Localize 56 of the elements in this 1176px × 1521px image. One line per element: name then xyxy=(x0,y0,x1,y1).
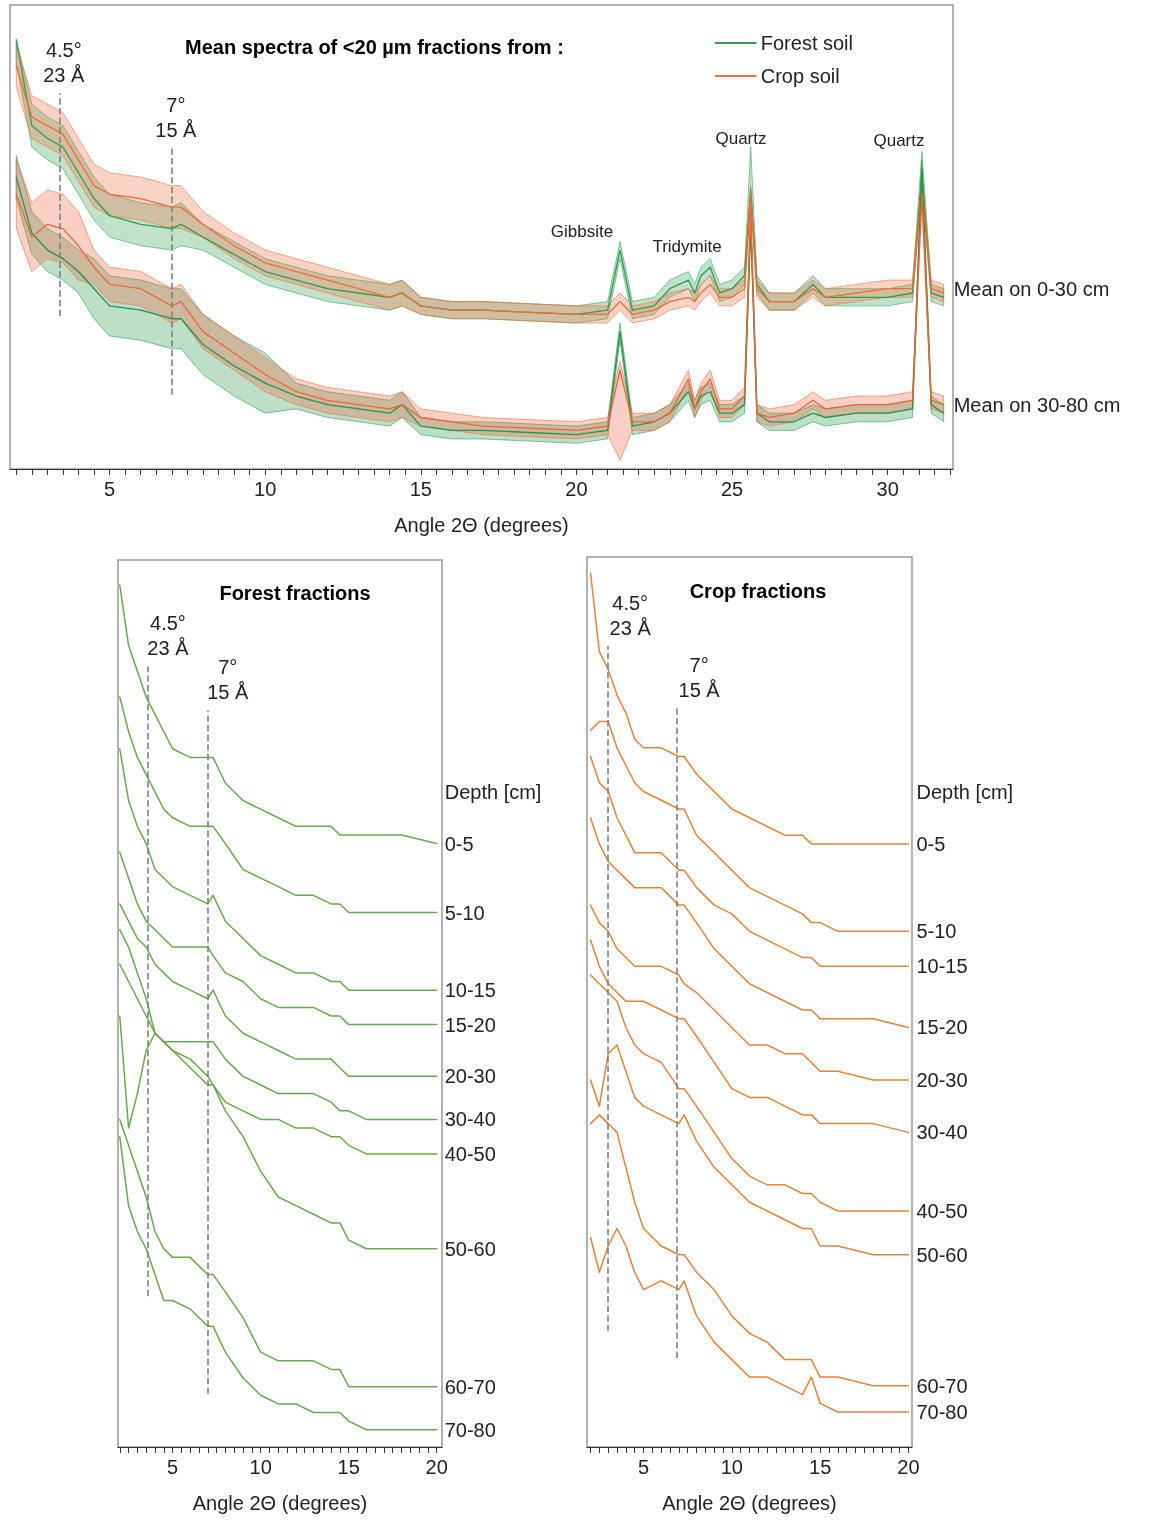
series-label: 10-15 xyxy=(444,979,496,1002)
x-tick-label: 15 xyxy=(337,1456,360,1478)
x-tick-label: 20 xyxy=(565,478,588,500)
ref-line-label: 4.5° 23 Å xyxy=(43,38,86,86)
ref-line-label: 4.5° 23 Å xyxy=(609,591,652,639)
chart-title: Forest fractions xyxy=(219,582,371,604)
series-label: 15-20 xyxy=(916,1016,968,1039)
chart-title: Mean spectra of <20 µm fractions from : xyxy=(185,36,564,58)
x-axis-title: Angle 2Θ (degrees) xyxy=(394,514,569,536)
series-label: 0-5 xyxy=(916,832,946,855)
series-label: 5-10 xyxy=(916,920,957,943)
x-tick-label: 20 xyxy=(425,1456,448,1478)
x-tick-label: 5 xyxy=(167,1456,179,1478)
annotation: Mean on 0-30 cm xyxy=(953,277,1110,300)
series-label: 40-50 xyxy=(916,1200,968,1223)
annotation: Quartz xyxy=(873,130,925,150)
series-label: 0-5 xyxy=(444,832,474,855)
series-label: 30-40 xyxy=(916,1121,968,1144)
x-tick-label: 15 xyxy=(809,1456,832,1478)
x-axis-title: Angle 2Θ (degrees) xyxy=(192,1492,368,1514)
x-tick-label: 10 xyxy=(254,478,277,500)
x-tick-label: 30 xyxy=(876,478,899,500)
series-label: 40-50 xyxy=(444,1142,496,1165)
series-label: 10-15 xyxy=(916,955,968,978)
series-label: 50-60 xyxy=(444,1237,496,1260)
x-tick-label: 20 xyxy=(897,1456,920,1478)
x-tick-label: 10 xyxy=(720,1456,743,1478)
x-tick-label: 5 xyxy=(104,478,116,500)
legend-title: Depth [cm] xyxy=(916,780,1014,803)
x-tick-label: 10 xyxy=(249,1456,272,1478)
series-label: 70-80 xyxy=(916,1401,968,1424)
series-label: 50-60 xyxy=(916,1243,968,1266)
legend-label: Crop soil xyxy=(760,65,840,87)
legend-label: Forest soil xyxy=(760,32,853,54)
x-tick-label: 5 xyxy=(637,1456,650,1478)
legend-title: Depth [cm] xyxy=(444,780,542,803)
ref-line-label: 7° 15 Å xyxy=(207,656,250,704)
annotation: Quartz xyxy=(715,128,767,148)
series-label: 60-70 xyxy=(916,1374,968,1397)
ref-line-label: 7° 15 Å xyxy=(678,653,721,701)
series-label: 30-40 xyxy=(444,1108,496,1131)
x-axis-title: Angle 2Θ (degrees) xyxy=(662,1492,837,1514)
series-label: 60-70 xyxy=(444,1375,496,1398)
x-tick-label: 15 xyxy=(409,478,432,500)
chart-title: Crop fractions xyxy=(689,580,827,602)
ref-line-label: 7° 15 Å xyxy=(155,94,198,142)
annotation: Mean on 30-80 cm xyxy=(953,393,1121,416)
series-label: 20-30 xyxy=(916,1068,968,1091)
annotation: Gibbsite xyxy=(550,221,614,241)
ref-line-label: 4.5° 23 Å xyxy=(147,611,190,659)
annotation: Tridymite xyxy=(652,236,722,256)
series-label: 20-30 xyxy=(444,1065,496,1088)
series-label: 70-80 xyxy=(444,1418,496,1441)
x-tick-label: 25 xyxy=(720,478,744,500)
series-label: 5-10 xyxy=(444,901,485,924)
series-label: 15-20 xyxy=(444,1013,496,1036)
